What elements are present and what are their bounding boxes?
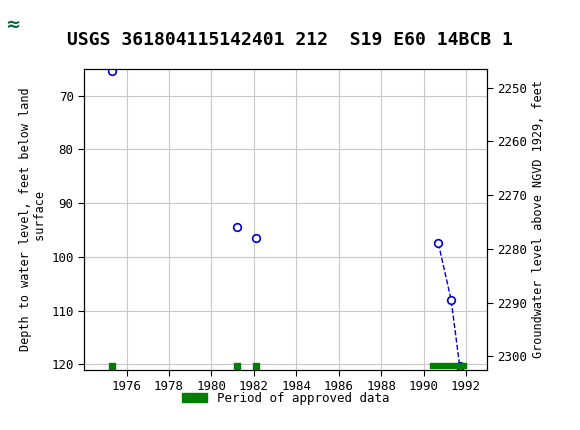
Text: USGS 361804115142401 212  S19 E60 14BCB 1: USGS 361804115142401 212 S19 E60 14BCB 1 [67, 31, 513, 49]
Legend: Period of approved data: Period of approved data [177, 387, 394, 410]
Bar [3, 4, 52, 46]
Text: ≈: ≈ [5, 16, 20, 34]
Text: USGS: USGS [57, 15, 121, 35]
Y-axis label: Depth to water level, feet below land
 surface: Depth to water level, feet below land su… [19, 87, 47, 351]
Y-axis label: Groundwater level above NGVD 1929, feet: Groundwater level above NGVD 1929, feet [532, 80, 545, 358]
